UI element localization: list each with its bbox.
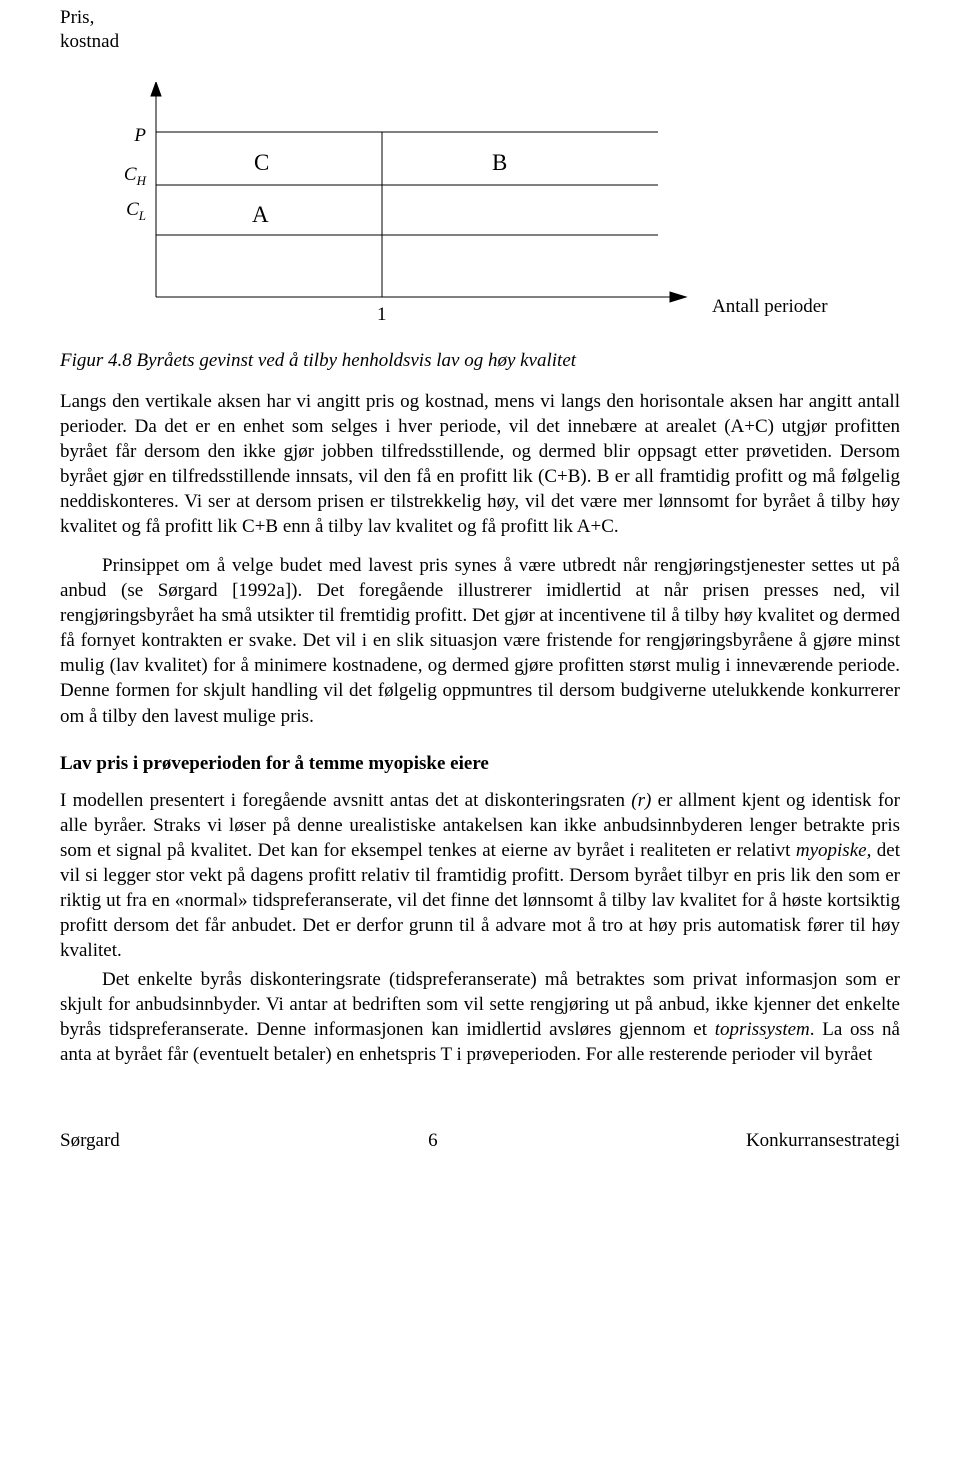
tick-CL-sub: L xyxy=(139,207,146,222)
tick-CL-prefix: C xyxy=(126,199,139,220)
tick-CH-sub: H xyxy=(137,172,146,187)
y-axis-line1: Pris, xyxy=(60,7,94,28)
y-axis-line2: kostnad xyxy=(60,31,119,52)
paragraph-3: I modellen presentert i foregående avsni… xyxy=(60,788,900,964)
y-axis-label: Pris, kostnad xyxy=(60,6,900,54)
figure-chart: P CH CL xyxy=(60,82,900,322)
tick-P: P xyxy=(134,125,146,146)
footer-left: Sørgard xyxy=(60,1128,120,1153)
section-heading: Lav pris i prøveperioden for å temme myo… xyxy=(60,751,900,776)
region-A: A xyxy=(252,202,269,227)
paragraph-1: Langs den vertikale aksen har vi angitt … xyxy=(60,389,900,539)
region-C: C xyxy=(254,150,269,175)
x-axis-arrow xyxy=(670,292,686,302)
chart-svg: C B A 1 xyxy=(146,82,706,322)
x-axis-label: Antall perioder xyxy=(706,294,828,321)
page-footer: Sørgard 6 Konkurransestrategi xyxy=(60,1128,900,1153)
x-tick-1: 1 xyxy=(377,304,387,322)
figure-caption: Figur 4.8 Byråets gevinst ved å tilby he… xyxy=(60,348,900,373)
paragraph-4: Det enkelte byrås diskonteringsrate (tid… xyxy=(60,967,900,1067)
footer-right: Konkurransestrategi xyxy=(746,1128,900,1153)
paragraph-2: Prinsippet om å velge budet med lavest p… xyxy=(60,553,900,729)
y-axis-arrow xyxy=(151,82,161,96)
footer-center: 6 xyxy=(428,1128,438,1153)
y-tick-column: P CH CL xyxy=(90,82,146,201)
tick-CH-prefix: C xyxy=(124,164,137,185)
region-B: B xyxy=(492,150,507,175)
